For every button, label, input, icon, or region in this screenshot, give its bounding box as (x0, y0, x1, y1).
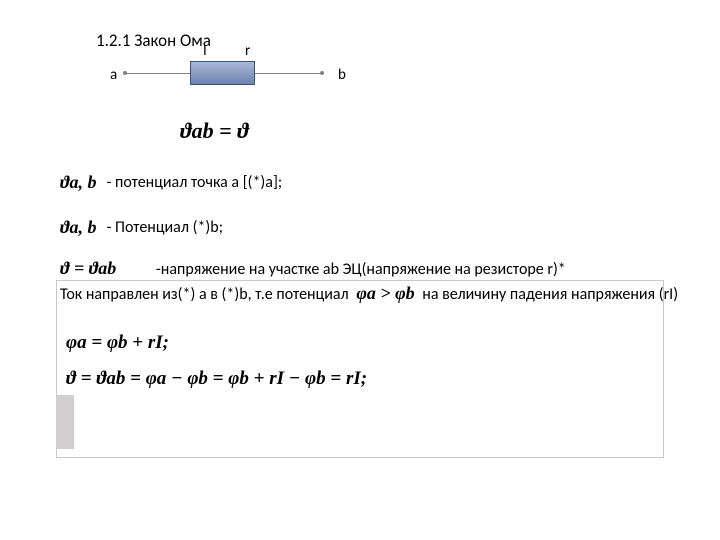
node-a-label: a (110, 66, 117, 84)
circuit-diagram: a b I r (110, 58, 370, 98)
phi-inequality: φa > φb (352, 283, 418, 303)
resistor-box (190, 61, 255, 85)
equation-theta-long: ϑ = ϑab = φa − φb = φb + rI − φb = rI; (66, 368, 367, 390)
equation-theta-ab: ϑab = ϑ (180, 118, 249, 144)
resistor-label: r (245, 42, 250, 60)
wire-left (125, 73, 190, 74)
definition-line-1: ϑa, b - потенциал точка a [(*)a]; (60, 172, 282, 193)
text-box-left-bar (56, 395, 74, 449)
phi-a-b-symbol-2: ϑa, b (60, 217, 97, 238)
section-title: 1.2.1 Закон Ома (96, 30, 211, 51)
explanation-text-2b: на величину падения напряжения (rI) (422, 285, 678, 304)
document-root: 1.2.1 Закон Ома a b I r ϑab = ϑ ϑa, b - … (0, 0, 720, 540)
explanation-text-1: -напряжение на участке ab ЭЦ(напряжение … (156, 260, 566, 279)
equation-phia: φa = φb + rI; (66, 332, 169, 354)
definition-line-2: ϑa, b - Потенциал (*)b; (60, 217, 223, 238)
node-b-label: b (338, 66, 346, 84)
phi-a-b-symbol: ϑa, b (60, 172, 97, 193)
explanation-block: ϑ = ϑab -напряжение на участке ab ЭЦ(нап… (60, 256, 680, 305)
definition-text-2: - Потенциал (*)b; (107, 218, 223, 237)
eq-theta-eq-thetaab: ϑ = ϑab (60, 258, 116, 278)
node-b-dot (320, 71, 324, 75)
definition-text-1: - потенциал точка a [(*)a]; (107, 173, 283, 192)
wire-right (255, 73, 320, 74)
explanation-text-2a: Ток направлен из(*) a в (*)b, т.е потенц… (60, 285, 352, 304)
current-label: I (203, 42, 207, 60)
